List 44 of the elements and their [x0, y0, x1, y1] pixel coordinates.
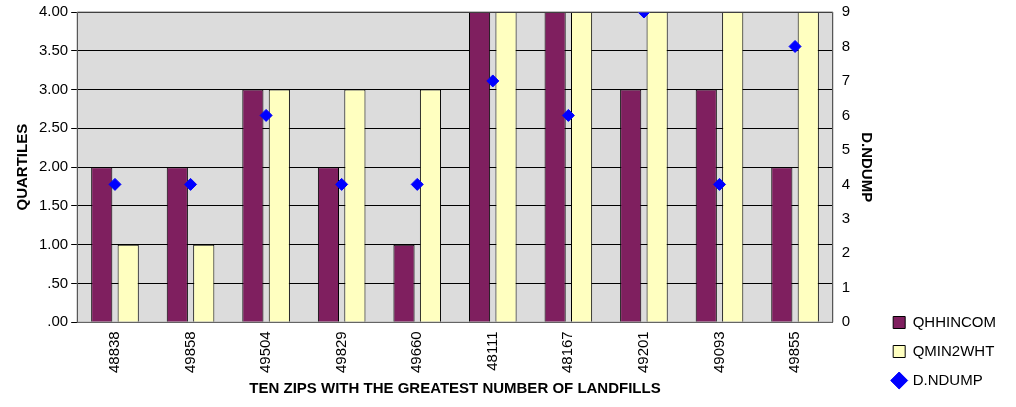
y2-tick-label: 2	[841, 243, 851, 261]
y-tick-label: .00	[47, 312, 69, 330]
x-tick-label: 49201	[634, 331, 652, 374]
y2-tick-label: 1	[841, 277, 851, 295]
point	[259, 108, 273, 122]
y-tick-label: 3.50	[38, 40, 69, 58]
point	[712, 177, 726, 191]
point	[410, 177, 424, 191]
y2-tick-label: 8	[841, 36, 851, 54]
x-axis-title: TEN ZIPS WITH THE GREATEST NUMBER OF LANDFILLS	[249, 379, 661, 397]
x-tick-label: 48111	[482, 331, 500, 371]
y2-axis-title: D.NDUMP	[859, 132, 877, 203]
x-tick-label: 49660	[407, 331, 425, 374]
y-tick-label: 4.00	[38, 2, 69, 20]
y2-tick-label: 6	[841, 105, 851, 123]
y2-tick-label: 3	[841, 209, 851, 226]
y-tick-label: 1.50	[38, 196, 69, 214]
x-tick-label: 48838	[105, 331, 123, 374]
y2-tick-label: 4	[841, 174, 851, 192]
y2-tick-label: 9	[841, 2, 851, 20]
legend-label: D.NDUMP	[912, 370, 983, 388]
point	[108, 177, 122, 191]
y2-tick-label: 0	[841, 312, 851, 330]
y-tick-label: 3.00	[38, 79, 69, 97]
point	[486, 74, 500, 88]
y-tick-label: 2.50	[38, 118, 69, 136]
point	[788, 39, 802, 53]
x-tick-label: 49829	[331, 331, 349, 374]
x-tick-label: 49504	[256, 331, 274, 374]
y2-tick-label: 5	[841, 140, 851, 158]
y-tick-label: .50	[47, 273, 69, 291]
legend-label: QMIN2WHT	[912, 341, 995, 359]
y-tick-label: 1.00	[38, 234, 69, 252]
y2-tick-label: 7	[841, 71, 851, 89]
y-tick-label: 2.00	[38, 157, 69, 175]
y-axis-title: QUARTILES	[13, 123, 31, 211]
x-tick-label: 49093	[709, 331, 727, 374]
x-tick-label: 49858	[180, 331, 198, 374]
point	[561, 108, 575, 122]
legend-label: QHHINCOM	[912, 312, 996, 330]
point	[335, 177, 349, 191]
x-tick-label: 48167	[558, 331, 576, 374]
point	[184, 177, 198, 191]
x-tick-label: 49855	[785, 331, 803, 374]
